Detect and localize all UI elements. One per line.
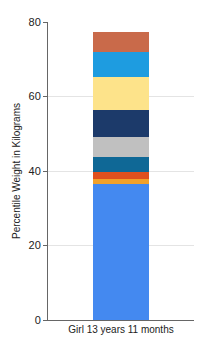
svg-text:40: 40 <box>29 165 41 177</box>
svg-text:60: 60 <box>29 90 41 102</box>
svg-text:Girl 13 years 11 months: Girl 13 years 11 months <box>68 324 173 335</box>
svg-text:0: 0 <box>35 314 41 326</box>
svg-text:Percentile Weight in Kilograms: Percentile Weight in Kilograms <box>11 103 22 239</box>
svg-text:20: 20 <box>29 239 41 251</box>
svg-text:80: 80 <box>29 16 41 28</box>
